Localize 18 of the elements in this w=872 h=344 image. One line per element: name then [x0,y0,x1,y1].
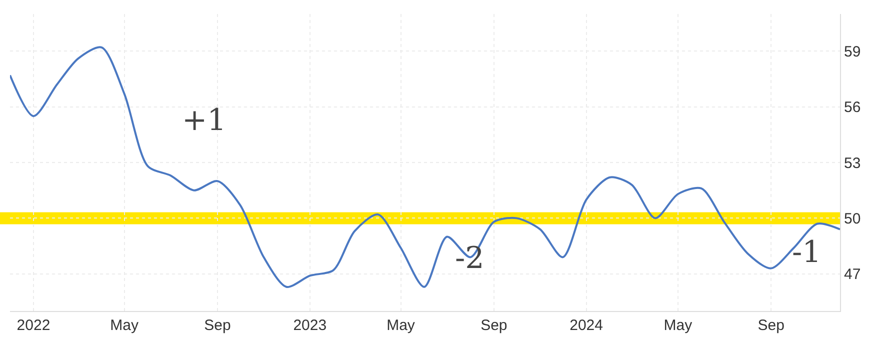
y-tick-label: 59 [844,43,861,60]
x-tick-label: Sep [480,317,508,334]
x-tick-label: 2022 [16,317,50,334]
x-tick-label: 2024 [570,317,603,334]
x-tick-label: May [386,317,416,334]
y-tick-label: 50 [844,210,861,228]
x-tick-label: May [110,317,140,334]
annotation: +1 [182,103,226,138]
annotation: -1 [792,235,822,270]
x-tick-label: May [664,317,693,334]
y-tick-label: 47 [844,266,861,284]
annotation: -2 [455,241,484,276]
line-series [10,46,840,288]
x-tick-label: Sep [204,317,231,334]
x-tick-label: 2023 [293,317,327,334]
y-tick-label: 53 [844,154,861,172]
x-tick-label: Sep [758,317,784,334]
y-tick-label: 56 [844,99,861,116]
